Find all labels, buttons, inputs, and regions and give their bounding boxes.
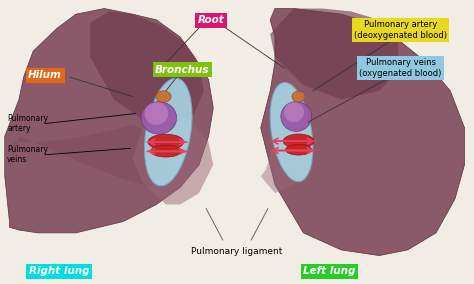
Text: Bronchus: Bronchus [155,64,210,75]
Polygon shape [261,9,465,256]
Polygon shape [9,125,171,187]
Text: Left lung: Left lung [303,266,356,276]
Ellipse shape [284,102,304,122]
Ellipse shape [285,144,312,155]
Ellipse shape [270,83,313,181]
Ellipse shape [145,78,192,186]
Text: Pulmonary
veins: Pulmonary veins [7,145,48,164]
Ellipse shape [281,102,311,131]
Polygon shape [270,9,398,99]
Text: Hilum: Hilum [28,70,62,80]
Ellipse shape [148,134,183,150]
Text: Right lung: Right lung [29,266,90,276]
Text: Root: Root [198,15,224,26]
Polygon shape [261,128,313,193]
Ellipse shape [292,91,305,102]
Ellipse shape [141,102,176,134]
Polygon shape [5,9,213,233]
Text: Pulmonary ligament: Pulmonary ligament [191,247,283,256]
Text: Pulmonary veins
(oxygenated blood): Pulmonary veins (oxygenated blood) [359,59,442,78]
Polygon shape [90,11,204,128]
Ellipse shape [156,91,171,102]
Text: Pulmonary
artery: Pulmonary artery [7,114,48,133]
Polygon shape [133,114,213,204]
Ellipse shape [150,145,181,157]
Ellipse shape [283,134,314,148]
Ellipse shape [145,102,168,125]
Text: Pulmonary artery
(deoxygenated blood): Pulmonary artery (deoxygenated blood) [354,20,447,39]
